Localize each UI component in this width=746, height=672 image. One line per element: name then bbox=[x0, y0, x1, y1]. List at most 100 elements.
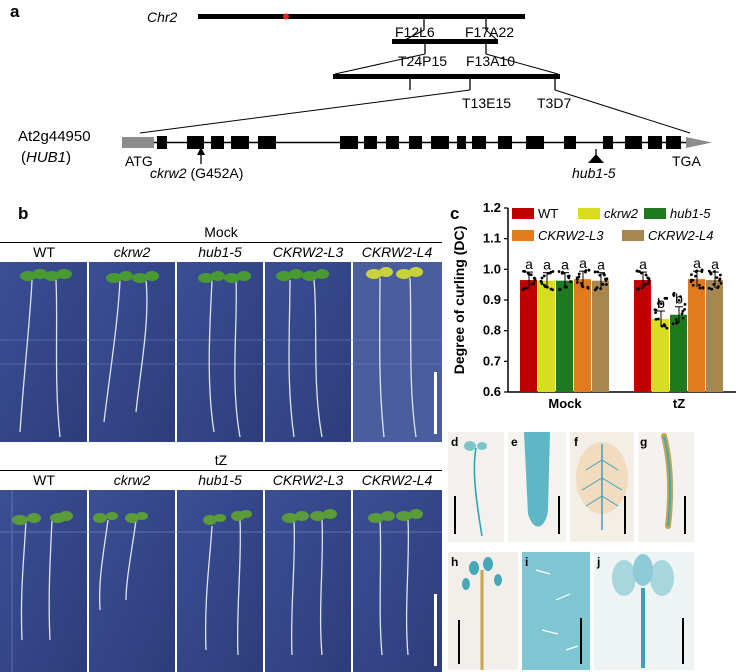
tz-col-ckrw2-l4: CKRW2-L4 bbox=[361, 472, 433, 488]
panel-a-label: a bbox=[10, 2, 20, 21]
panel-i-photo bbox=[522, 552, 590, 670]
hub1-5-label: hub1-5 bbox=[572, 165, 616, 181]
data-point bbox=[561, 271, 565, 275]
tz-col-ckrw2-l3: CKRW2-L3 bbox=[272, 472, 344, 488]
panel-g-label: g bbox=[640, 435, 648, 449]
significance-letter: a bbox=[639, 256, 647, 272]
panel-d-label: d bbox=[451, 435, 459, 449]
data-point bbox=[689, 278, 693, 282]
data-point bbox=[681, 309, 685, 313]
data-point bbox=[577, 275, 581, 279]
mock-seedling-photos bbox=[0, 262, 442, 442]
data-point bbox=[656, 317, 660, 321]
data-point bbox=[707, 286, 711, 290]
data-point bbox=[679, 295, 682, 299]
significance-letter: a bbox=[693, 255, 701, 271]
gene-map-diagram bbox=[122, 13, 712, 164]
five-prime-utr bbox=[122, 137, 154, 148]
data-point bbox=[598, 273, 602, 277]
y-tick-label: 0.9 bbox=[483, 292, 501, 307]
data-point bbox=[672, 292, 675, 296]
tz-group-title: tZ bbox=[214, 452, 228, 468]
data-point bbox=[671, 322, 675, 326]
data-point bbox=[683, 307, 687, 311]
data-point bbox=[665, 326, 669, 330]
data-point bbox=[587, 268, 591, 272]
data-point bbox=[566, 274, 570, 278]
mock-col-ckrw2: ckrw2 bbox=[113, 244, 151, 260]
bar-tz-0 bbox=[634, 280, 651, 392]
significance-letter: b bbox=[675, 291, 683, 307]
data-point bbox=[575, 277, 579, 281]
stop-codon-label: TGA bbox=[672, 153, 701, 169]
significance-letter: a bbox=[711, 256, 719, 272]
data-point bbox=[595, 287, 598, 290]
data-point bbox=[546, 272, 550, 275]
data-point bbox=[698, 283, 701, 287]
data-point bbox=[558, 288, 561, 292]
data-point bbox=[654, 308, 658, 312]
data-point bbox=[718, 279, 721, 282]
legend-swatch-0 bbox=[512, 208, 534, 219]
panel-i-label: i bbox=[525, 555, 529, 569]
data-point bbox=[530, 282, 534, 286]
panel-b-label: b bbox=[18, 204, 29, 223]
data-point bbox=[529, 273, 533, 277]
data-point bbox=[709, 271, 712, 275]
data-point bbox=[603, 273, 606, 277]
data-point bbox=[584, 270, 587, 274]
mock-col-ckrw2-l3: CKRW2-L3 bbox=[272, 244, 344, 260]
data-point bbox=[647, 278, 651, 282]
legend-label-2: hub1-5 bbox=[670, 206, 711, 221]
data-point bbox=[660, 324, 664, 328]
start-codon-label: ATG bbox=[125, 153, 153, 169]
data-point bbox=[690, 273, 693, 277]
legend-label-1: ckrw2 bbox=[604, 206, 639, 221]
data-point bbox=[715, 276, 719, 280]
tdna-insertion-marker bbox=[588, 154, 604, 163]
data-point bbox=[643, 282, 647, 286]
gene-name-label: (HUB1) bbox=[21, 149, 72, 166]
data-point bbox=[654, 311, 657, 315]
legend-swatch-4 bbox=[622, 230, 644, 241]
legend-swatch-2 bbox=[644, 208, 666, 219]
gene-id-label: At2g44950 bbox=[18, 128, 91, 145]
data-point bbox=[577, 272, 581, 276]
x-category-label: Mock bbox=[548, 396, 582, 411]
mock-col-wt: WT bbox=[33, 244, 55, 260]
data-point bbox=[713, 270, 717, 273]
data-point bbox=[675, 320, 679, 324]
data-point bbox=[674, 318, 678, 321]
tz-group-divider bbox=[0, 470, 442, 471]
tz-col-ckrw2: ckrw2 bbox=[113, 472, 151, 488]
y-tick-label: 0.7 bbox=[483, 353, 501, 368]
bar-tz-4 bbox=[706, 280, 723, 392]
data-point bbox=[639, 271, 643, 275]
bar-tz-1 bbox=[652, 319, 669, 392]
significance-letter: a bbox=[525, 256, 533, 272]
data-point bbox=[521, 287, 525, 291]
data-point bbox=[539, 279, 543, 283]
data-point bbox=[563, 285, 567, 289]
data-point bbox=[719, 281, 723, 285]
legend-label-0: WT bbox=[538, 206, 558, 221]
data-point bbox=[580, 284, 584, 288]
marker-t13e15: T13E15 bbox=[462, 95, 512, 111]
data-point bbox=[641, 285, 645, 289]
legend-label-3: CKRW2-L3 bbox=[538, 228, 604, 243]
marker-f12l6: F12L6 bbox=[395, 24, 435, 40]
y-tick-label: 0.8 bbox=[483, 323, 501, 338]
legend-swatch-1 bbox=[578, 208, 600, 219]
centromere-marker bbox=[283, 13, 289, 20]
data-point bbox=[596, 270, 600, 274]
data-point bbox=[533, 277, 537, 280]
ckrw2-mutation-label: ckrw2 (G452A) bbox=[150, 165, 244, 181]
panel-f-label: f bbox=[574, 435, 578, 449]
y-tick-label: 1.0 bbox=[483, 261, 501, 276]
chromosome-label: Chr2 bbox=[147, 9, 178, 25]
data-point bbox=[601, 282, 605, 286]
bar-tz-3 bbox=[688, 279, 705, 392]
scale-bar-mock bbox=[434, 372, 437, 434]
bar-mock-0 bbox=[520, 280, 537, 392]
data-point bbox=[525, 286, 529, 290]
